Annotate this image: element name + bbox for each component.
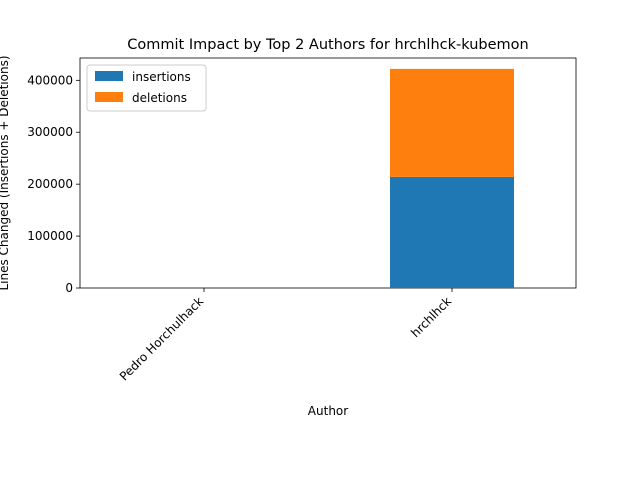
y-tick-label: 400000 bbox=[27, 73, 73, 87]
bars-group bbox=[390, 68, 514, 288]
y-axis-label: Lines Changed (Insertions + Deletions) bbox=[0, 55, 11, 290]
legend: insertions deletions bbox=[86, 64, 207, 112]
y-axis: 0 100000 200000 300000 400000 bbox=[27, 73, 80, 295]
x-axis-label: Author bbox=[308, 404, 348, 418]
y-tick-label: 0 bbox=[65, 281, 73, 295]
bar-insertions-2 bbox=[390, 176, 514, 288]
legend-swatch-insertions bbox=[95, 71, 123, 81]
y-tick-label: 200000 bbox=[27, 177, 73, 191]
plot-frame bbox=[79, 57, 577, 289]
bar-deletions-2 bbox=[390, 68, 514, 177]
chart-title: Commit Impact by Top 2 Authors for hrchl… bbox=[127, 37, 528, 53]
legend-label-insertions: insertions bbox=[132, 70, 191, 84]
legend-label-deletions: deletions bbox=[132, 91, 187, 105]
y-tick-label: 300000 bbox=[27, 125, 73, 139]
y-tick-label: 100000 bbox=[27, 229, 73, 243]
legend-swatch-deletions bbox=[95, 92, 123, 102]
